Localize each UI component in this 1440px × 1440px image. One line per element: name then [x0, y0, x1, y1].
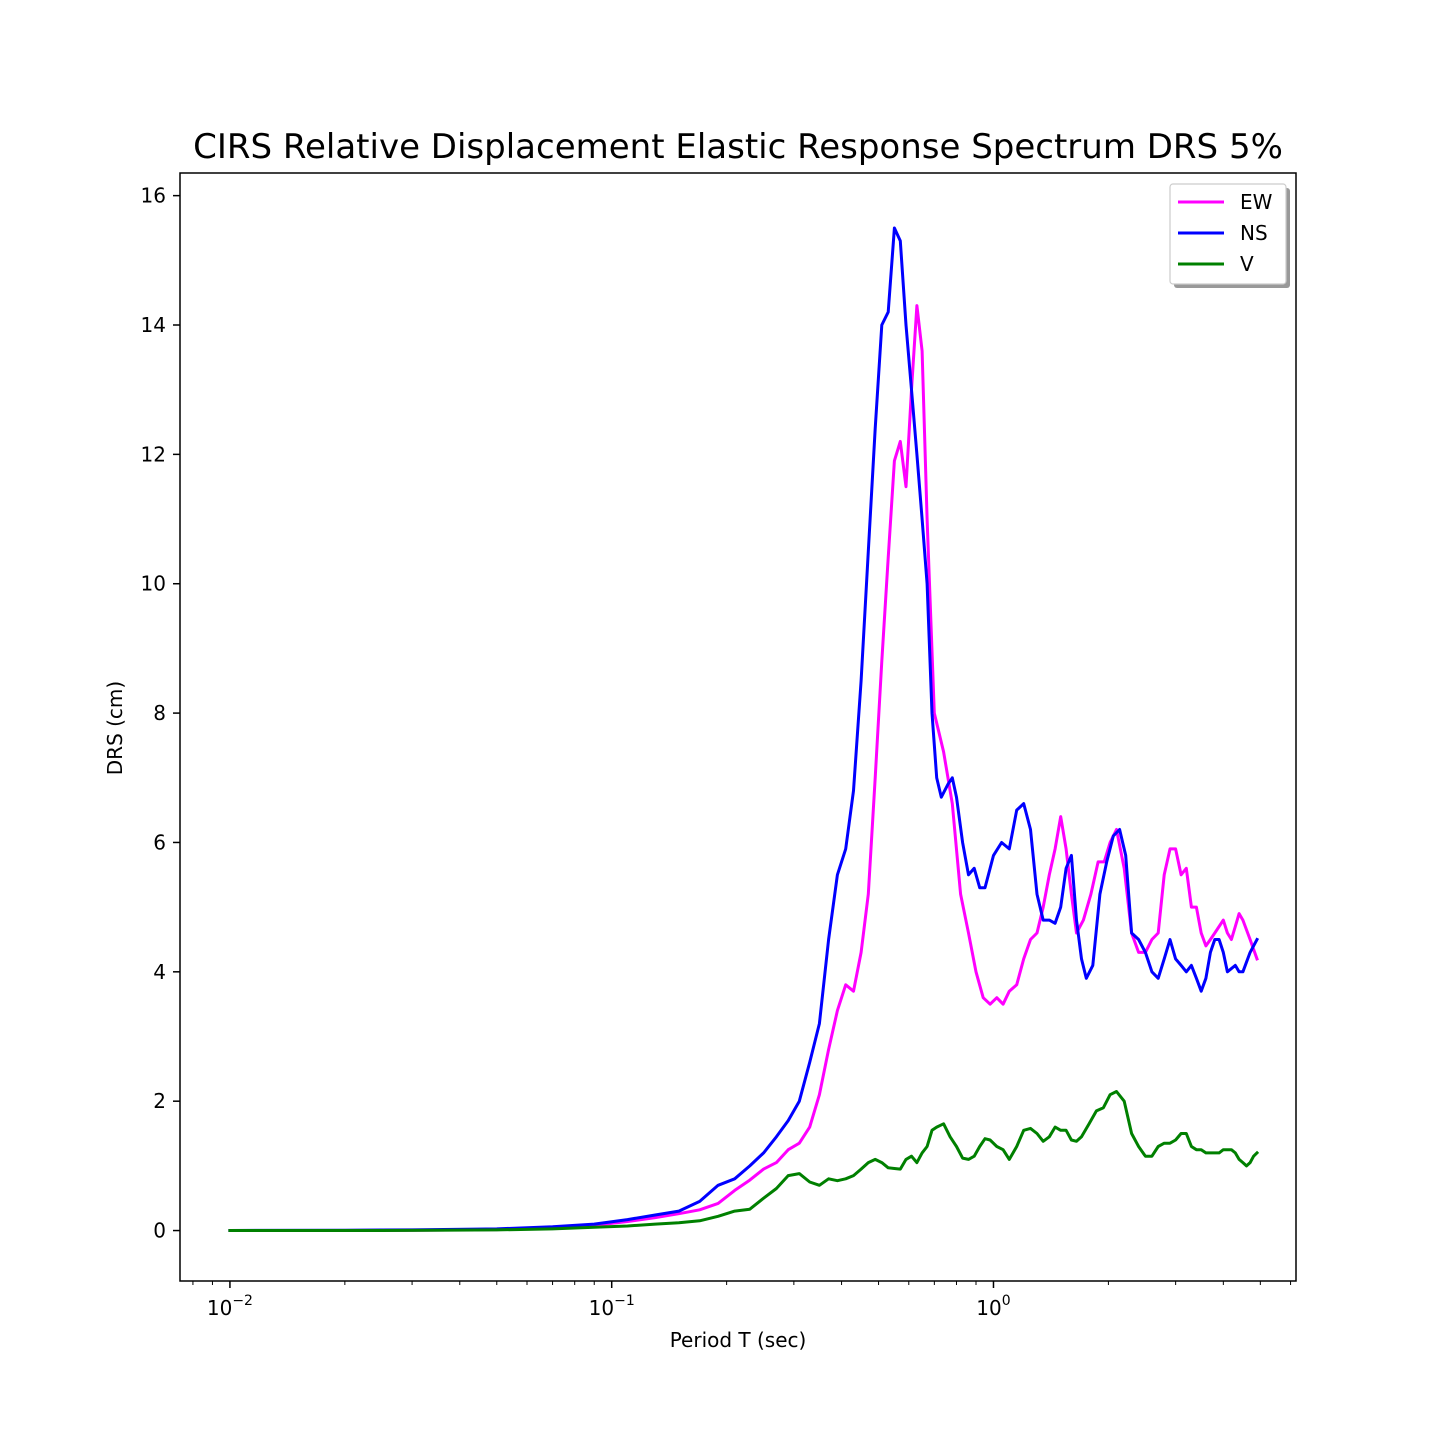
x-axis-label: Period T (sec): [670, 1328, 807, 1352]
y-tick-label: 14: [141, 313, 166, 337]
legend-label-ns: NS: [1240, 221, 1268, 245]
series-line-ew: [228, 304, 1259, 1232]
y-tick-label: 4: [153, 960, 166, 984]
y-tick-label: 16: [141, 184, 166, 208]
axes: 0 2 4 6 8 10 12 14 16 10−2 10−1 100: [141, 172, 1297, 1320]
y-tick-label: 10: [141, 572, 166, 596]
legend: EW NS V: [1169, 183, 1290, 288]
x-tick-label: 10−1: [589, 1293, 635, 1320]
plot-frame: [179, 172, 1297, 1282]
x-tick-label: 10−2: [207, 1293, 253, 1320]
y-tick-label: 6: [153, 830, 166, 854]
series-line-ns: [228, 226, 1260, 1233]
legend-label-ew: EW: [1240, 190, 1273, 214]
y-tick-label: 8: [153, 701, 166, 725]
legend-label-v: V: [1240, 252, 1254, 276]
chart-title: CIRS Relative Displacement Elastic Respo…: [193, 127, 1283, 167]
legend-box: [1169, 183, 1287, 285]
y-axis-label: DRS (cm): [103, 681, 127, 775]
plot-area: [228, 226, 1260, 1233]
x-tick-label: 100: [976, 1293, 1010, 1320]
y-tick-label: 2: [153, 1089, 166, 1113]
y-tick-label: 12: [141, 442, 166, 466]
series-line-v: [228, 1090, 1260, 1232]
y-tick-label: 0: [153, 1219, 166, 1243]
